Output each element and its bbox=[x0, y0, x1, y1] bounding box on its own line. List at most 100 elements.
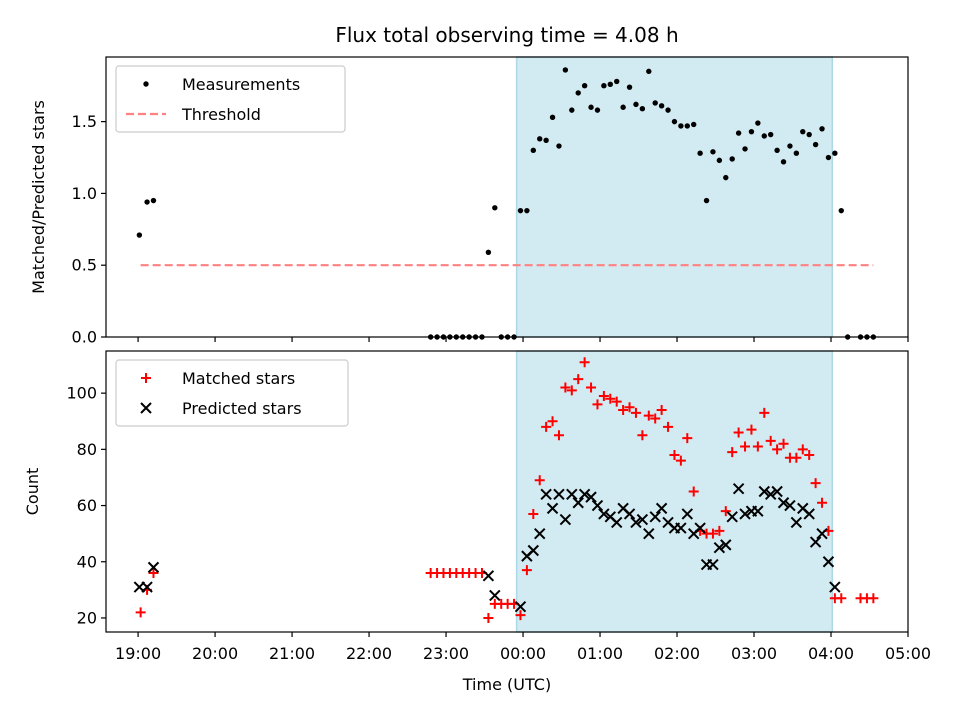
data-point bbox=[560, 382, 571, 393]
data-point bbox=[636, 513, 649, 526]
data-point bbox=[793, 150, 800, 156]
data-point bbox=[147, 561, 160, 574]
data-point bbox=[546, 502, 559, 515]
data-point bbox=[556, 143, 562, 149]
legend-entry: Matched stars bbox=[182, 369, 295, 388]
data-point bbox=[804, 449, 815, 460]
legend: Matched stars Predicted stars bbox=[115, 359, 349, 427]
legend-entry: Predicted stars bbox=[182, 399, 302, 418]
data-point bbox=[778, 438, 789, 449]
data-point bbox=[714, 525, 725, 536]
data-point bbox=[697, 150, 703, 156]
data-point bbox=[594, 107, 601, 113]
data-point bbox=[521, 565, 532, 576]
data-point bbox=[655, 502, 668, 515]
data-point bbox=[585, 491, 597, 503]
data-point bbox=[620, 104, 626, 110]
data-point bbox=[812, 141, 819, 148]
bottom-panel: 20 40 60 80 100 19:00 20:00 21:00 22:00 23:00 00:0… bbox=[23, 350, 931, 694]
data-point bbox=[528, 508, 539, 519]
data-point bbox=[669, 449, 680, 460]
data-point bbox=[819, 126, 825, 132]
data-point bbox=[688, 486, 699, 497]
data-point bbox=[836, 593, 847, 604]
data-point bbox=[732, 482, 745, 495]
data-point bbox=[592, 399, 603, 410]
y-axis-label: Matched/Predicted stars bbox=[29, 100, 48, 294]
data-point bbox=[681, 508, 693, 520]
data-point bbox=[566, 488, 578, 501]
data-point bbox=[633, 101, 639, 108]
data-point bbox=[742, 146, 748, 152]
data-point bbox=[663, 421, 674, 432]
data-point bbox=[514, 601, 527, 613]
data-point bbox=[586, 382, 597, 393]
x-tick-label: 03:00 bbox=[731, 644, 777, 663]
data-point bbox=[791, 452, 802, 463]
data-point bbox=[611, 516, 623, 529]
data-point bbox=[652, 100, 658, 106]
data-point bbox=[547, 416, 558, 427]
data-point bbox=[136, 232, 143, 238]
data-point bbox=[607, 81, 613, 87]
data-point bbox=[540, 488, 552, 501]
data-point bbox=[784, 499, 796, 512]
data-point bbox=[144, 199, 150, 205]
data-point bbox=[816, 527, 828, 540]
data-point bbox=[771, 485, 783, 498]
data-point bbox=[707, 558, 719, 571]
data-point bbox=[682, 433, 693, 444]
data-point bbox=[543, 137, 549, 143]
data-point bbox=[637, 430, 648, 441]
data-point bbox=[135, 607, 146, 618]
data-point bbox=[774, 147, 780, 154]
data-point bbox=[810, 478, 821, 489]
x-tick-label: 19:00 bbox=[115, 644, 161, 663]
data-point bbox=[549, 114, 556, 121]
data-point bbox=[678, 123, 684, 129]
data-point bbox=[541, 421, 552, 432]
x-axis-label: Time (UTC) bbox=[462, 675, 551, 694]
data-point bbox=[790, 516, 803, 529]
data-point bbox=[562, 67, 569, 73]
data-point bbox=[624, 402, 635, 413]
x-tick-label: 02:00 bbox=[654, 644, 700, 663]
shaded-region bbox=[515, 56, 834, 338]
data-point bbox=[767, 131, 774, 138]
data-point bbox=[579, 357, 590, 368]
x-tick-label: 00:00 bbox=[500, 644, 546, 663]
data-point bbox=[777, 497, 790, 509]
data-point bbox=[626, 84, 633, 90]
data-point bbox=[591, 499, 604, 512]
data-point bbox=[822, 556, 835, 568]
data-point bbox=[713, 541, 726, 554]
data-point bbox=[483, 612, 494, 623]
data-point bbox=[838, 207, 844, 214]
y-tick-label: 20 bbox=[77, 608, 97, 627]
data-point bbox=[817, 497, 828, 508]
x-tick-label: 21:00 bbox=[269, 644, 315, 663]
data-point bbox=[485, 249, 492, 255]
data-point bbox=[598, 390, 609, 401]
data-point bbox=[569, 107, 575, 113]
top-panel: 0.0 0.5 1.0 1.5 Matched/Predicted stars Measu… bbox=[29, 56, 909, 347]
data-point bbox=[665, 107, 671, 113]
y-tick-label: 0.0 bbox=[72, 328, 97, 347]
data-point bbox=[643, 410, 654, 421]
data-point bbox=[746, 424, 757, 435]
data-point bbox=[748, 128, 755, 135]
data-point bbox=[694, 522, 706, 534]
data-point bbox=[630, 516, 642, 529]
axes-frame bbox=[105, 56, 909, 338]
data-point bbox=[759, 407, 770, 418]
series-measurements bbox=[136, 67, 877, 340]
y-tick-label: 80 bbox=[77, 440, 97, 459]
data-point bbox=[492, 205, 498, 211]
data-point bbox=[530, 147, 537, 154]
data-point bbox=[489, 589, 501, 602]
data-point bbox=[573, 374, 584, 385]
data-point bbox=[575, 90, 581, 96]
data-point bbox=[710, 149, 716, 155]
data-point bbox=[524, 207, 530, 214]
data-point bbox=[691, 121, 697, 128]
